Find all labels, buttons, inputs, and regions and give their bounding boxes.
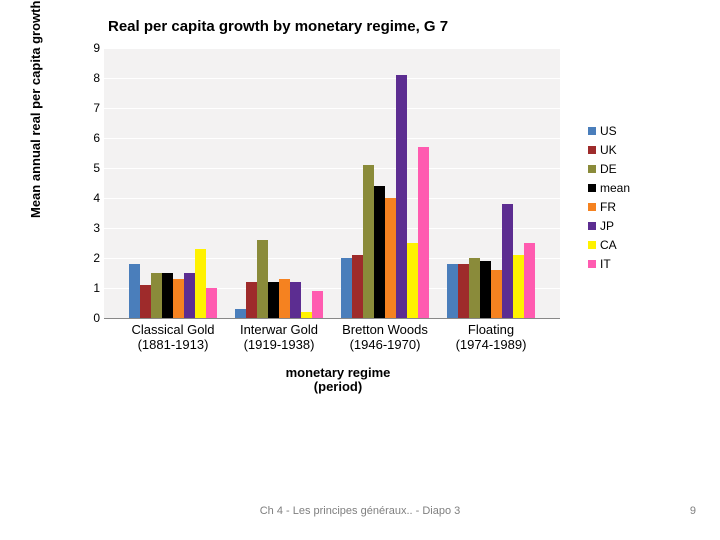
bar-uk <box>140 285 151 318</box>
legend-swatch <box>588 222 596 230</box>
legend-item-us: US <box>588 124 630 138</box>
bar-it <box>524 243 535 318</box>
bar-group <box>235 48 323 318</box>
legend-label: DE <box>600 162 617 176</box>
legend-item-fr: FR <box>588 200 630 214</box>
category-line1: Classical Gold <box>131 322 214 337</box>
legend-label: CA <box>600 238 617 252</box>
bar-jp <box>290 282 301 318</box>
category-line2: (1946-1970) <box>350 337 421 352</box>
legend-swatch <box>588 184 596 192</box>
chart-title: Real per capita growth by monetary regim… <box>108 18 448 35</box>
bar-group <box>341 48 429 318</box>
bar-ca <box>301 312 312 318</box>
legend-label: UK <box>600 143 617 157</box>
y-axis-label: Mean annual real per capita growth <box>28 1 43 218</box>
legend: US UK DE mean FR JP CA IT <box>588 124 630 276</box>
legend-swatch <box>588 260 596 268</box>
bar-mean <box>268 282 279 318</box>
bar-fr <box>279 279 290 318</box>
bar-de <box>257 240 268 318</box>
bar-ca <box>195 249 206 318</box>
legend-swatch <box>588 127 596 135</box>
y-tick-label: 4 <box>82 191 100 205</box>
legend-item-jp: JP <box>588 219 630 233</box>
y-tick-label: 9 <box>82 41 100 55</box>
bar-de <box>151 273 162 318</box>
y-tick-label: 5 <box>82 161 100 175</box>
legend-label: US <box>600 124 617 138</box>
bar-group <box>129 48 217 318</box>
bar-de <box>469 258 480 318</box>
y-tick-label: 7 <box>82 101 100 115</box>
x-axis-label-line1: monetary regime <box>286 365 391 380</box>
legend-item-it: IT <box>588 257 630 271</box>
y-tick-label: 0 <box>82 311 100 325</box>
x-axis-label: monetary regime (period) <box>48 366 628 395</box>
bar-de <box>363 165 374 318</box>
x-tick-label: Bretton Woods(1946-1970) <box>331 323 439 353</box>
plot-area <box>104 48 560 319</box>
bar-fr <box>491 270 502 318</box>
y-tick-label: 1 <box>82 281 100 295</box>
bar-it <box>206 288 217 318</box>
bar-us <box>447 264 458 318</box>
bar-uk <box>352 255 363 318</box>
bar-us <box>129 264 140 318</box>
bar-jp <box>396 75 407 318</box>
bar-ca <box>513 255 524 318</box>
bar-us <box>235 309 246 318</box>
bar-jp <box>184 273 195 318</box>
bar-mean <box>374 186 385 318</box>
bar-ca <box>407 243 418 318</box>
y-tick-label: 6 <box>82 131 100 145</box>
legend-swatch <box>588 146 596 154</box>
legend-item-mean: mean <box>588 181 630 195</box>
bar-fr <box>173 279 184 318</box>
x-axis-label-line2: (period) <box>314 379 362 394</box>
legend-label: FR <box>600 200 616 214</box>
bar-us <box>341 258 352 318</box>
legend-label: JP <box>600 219 614 233</box>
category-line2: (1974-1989) <box>456 337 527 352</box>
legend-swatch <box>588 241 596 249</box>
footer-text: Ch 4 - Les principes généraux.. - Diapo … <box>0 505 720 517</box>
legend-label: IT <box>600 257 611 271</box>
x-tick-label: Floating(1974-1989) <box>437 323 545 353</box>
legend-item-ca: CA <box>588 238 630 252</box>
bar-group <box>447 48 535 318</box>
category-line1: Interwar Gold <box>240 322 318 337</box>
bar-uk <box>458 264 469 318</box>
y-tick-label: 3 <box>82 221 100 235</box>
chart-container: Real per capita growth by monetary regim… <box>48 18 628 398</box>
bar-mean <box>162 273 173 318</box>
bar-fr <box>385 198 396 318</box>
bar-it <box>312 291 323 318</box>
bar-mean <box>480 261 491 318</box>
y-tick-label: 2 <box>82 251 100 265</box>
y-tick-label: 8 <box>82 71 100 85</box>
bar-jp <box>502 204 513 318</box>
category-line1: Bretton Woods <box>342 322 428 337</box>
page-number: 9 <box>690 505 696 517</box>
category-line2: (1881-1913) <box>138 337 209 352</box>
legend-label: mean <box>600 181 630 195</box>
bar-it <box>418 147 429 318</box>
legend-swatch <box>588 203 596 211</box>
category-line1: Floating <box>468 322 514 337</box>
x-tick-label: Interwar Gold(1919-1938) <box>225 323 333 353</box>
x-tick-label: Classical Gold(1881-1913) <box>119 323 227 353</box>
bar-uk <box>246 282 257 318</box>
legend-swatch <box>588 165 596 173</box>
category-line2: (1919-1938) <box>244 337 315 352</box>
legend-item-de: DE <box>588 162 630 176</box>
legend-item-uk: UK <box>588 143 630 157</box>
